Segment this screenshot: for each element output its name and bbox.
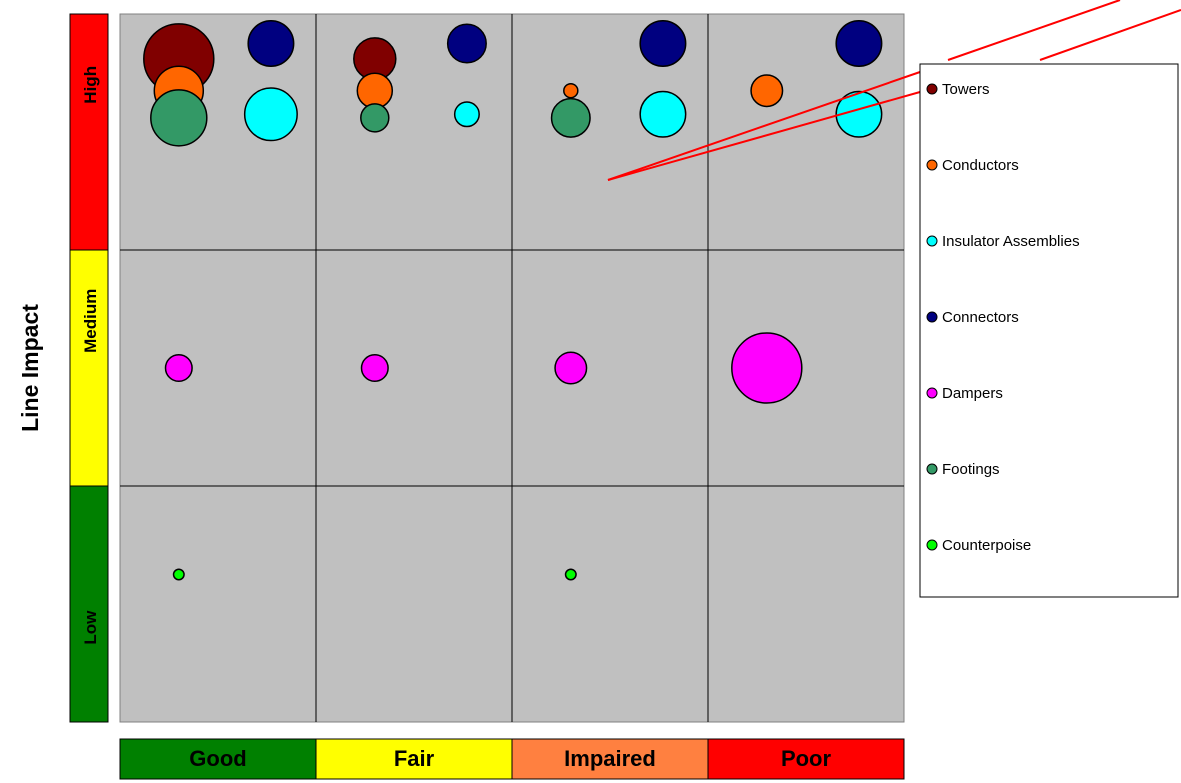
legend-label-dampers: Dampers [942, 385, 1003, 402]
bubble-footings-fair-high [360, 103, 390, 133]
legend-label-connectors: Connectors [942, 309, 1019, 326]
row-bar-high [69, 13, 109, 251]
bubble-connectors-fair-high [446, 23, 487, 64]
bubble-dampers-poor-medium [731, 332, 803, 404]
row-label-high: High [81, 66, 100, 104]
bubble-insulator-assemblies-impaired-high [639, 90, 687, 138]
legend-label-towers: Towers [942, 81, 990, 98]
bubble-conductors-impaired-high [563, 82, 579, 99]
column-bar-good [119, 738, 317, 780]
legend-marker-counterpoise [926, 539, 938, 551]
bubble-conductors-poor-high [750, 74, 784, 108]
column-color-bars: Good Fair Impaired Poor [119, 738, 905, 780]
bubble-dampers-fair-medium [360, 353, 389, 383]
grid-lines [120, 14, 904, 722]
legend-marker-towers [926, 83, 938, 95]
column-label-poor: Poor [781, 746, 832, 771]
bubble-counterpoise-good-low [172, 568, 185, 581]
legend-marker-connectors [926, 311, 938, 323]
column-label-fair: Fair [394, 746, 435, 771]
callout-line [607, 91, 921, 181]
column-label-good: Good [189, 746, 246, 771]
bubble-conductors-fair-high [356, 72, 394, 109]
column-bar-fair [315, 738, 513, 780]
bubble-connectors-impaired-high [639, 20, 687, 67]
bubble-dampers-impaired-medium [554, 351, 588, 385]
y-axis-title: Line Impact [17, 304, 43, 432]
row-bar-medium [69, 249, 109, 487]
bubble-connectors-good-high [247, 20, 295, 67]
legend-label-footings: Footings [942, 461, 1000, 478]
row-label-low: Low [81, 610, 100, 645]
bubble-insulator-assemblies-poor-high [835, 90, 883, 138]
callout-line [947, 0, 1121, 61]
legend-label-conductors: Conductors [942, 157, 1019, 174]
legend-marker-dampers [926, 387, 938, 399]
legend-marker-insulator-assemblies [926, 235, 938, 247]
bubble-counterpoise-impaired-low [564, 568, 577, 581]
legend-marker-footings [926, 463, 938, 475]
row-label-medium: Medium [81, 289, 100, 353]
bubble-dampers-good-medium [164, 353, 193, 383]
bubble-connectors-poor-high [835, 20, 883, 67]
column-bar-impaired [511, 738, 709, 780]
callout-line [607, 71, 921, 181]
row-color-bars: High Medium Low [69, 13, 109, 723]
legend: Towers Conductors Insulator Assemblies Conn… [919, 63, 1179, 598]
callout-lines [607, 0, 1181, 181]
column-bar-poor [707, 738, 905, 780]
bubble-footings-impaired-high [550, 97, 591, 138]
bubbles [143, 20, 883, 581]
legend-label-counterpoise: Counterpoise [942, 537, 1031, 554]
column-label-impaired: Impaired [564, 746, 656, 771]
bubble-insulator-assemblies-good-high [243, 87, 298, 142]
bubble-footings-good-high [150, 89, 208, 147]
legend-box [919, 63, 1179, 598]
legend-label-insulator-assemblies: Insulator Assemblies [942, 233, 1080, 250]
callout-line [1039, 9, 1181, 61]
bubble-insulator-assemblies-fair-high [453, 101, 480, 128]
legend-marker-conductors [926, 159, 938, 171]
row-bar-low [69, 485, 109, 723]
